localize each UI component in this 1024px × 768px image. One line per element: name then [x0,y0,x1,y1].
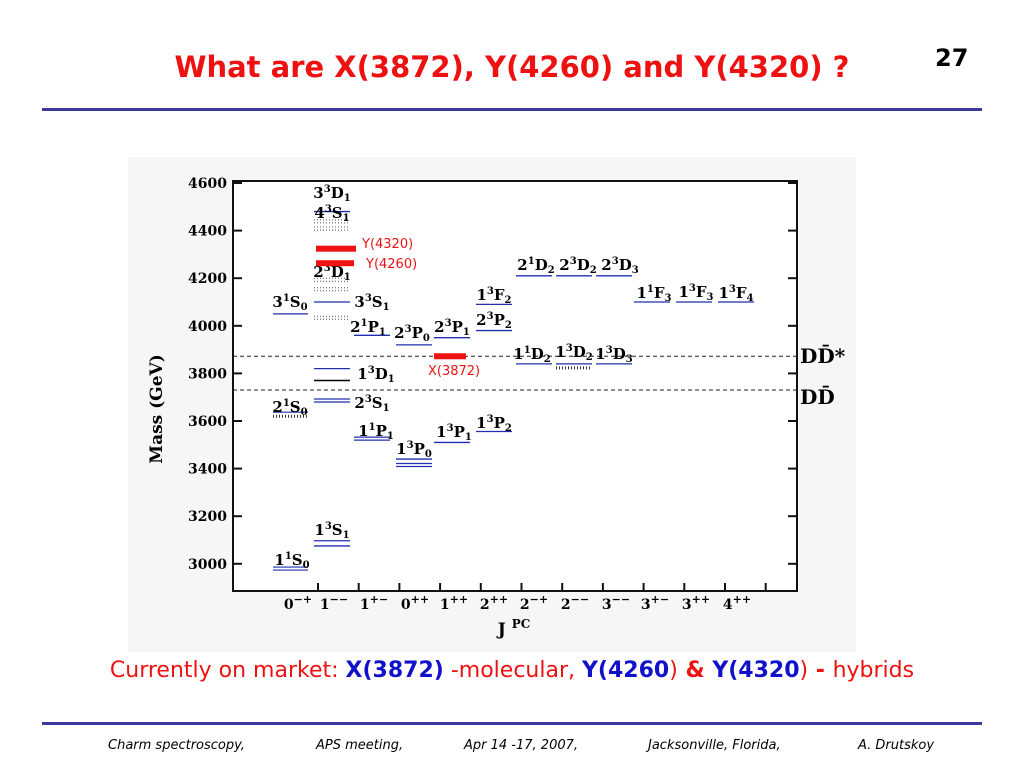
threshold-label: DD̄ [800,384,835,409]
top-divider [42,108,982,111]
footer-author: A. Drutskoy [858,738,934,753]
caption-dash: - [808,658,832,683]
y-tick-label: 3000 [188,557,227,573]
y-axis-label: Mass (GeV) [147,354,167,464]
exotic-level [434,353,466,359]
caption-molecular: -molecular, [444,658,582,683]
footer-meeting: APS meeting, [316,738,403,753]
caption-ampersand: & [678,658,713,683]
caption-x3872: X(3872) [346,658,444,683]
caption-y4320-close: ) [800,658,809,683]
footer-location: Jacksonville, Florida, [648,738,781,753]
footer-topic: Charm spectroscopy, [108,738,245,753]
exotic-label: Y(4320) [361,237,413,252]
y-tick-label: 3400 [188,462,227,478]
x-axis-label-main: J [496,620,506,640]
caption-hybrids: hybrids [833,658,915,683]
caption: Currently on market: X(3872) -molecular,… [0,658,1024,683]
bottom-divider [42,722,982,725]
caption-y4260-close: ) [669,658,678,683]
y-tick-label: 4400 [188,224,227,240]
y-tick-label: 3200 [188,509,227,525]
y-tick-label: 4600 [188,176,227,192]
exotic-level [316,260,354,266]
y-tick-label: 4200 [188,271,227,287]
caption-y4260: Y(4260 [582,658,669,683]
exotic-label: X(3872) [428,364,480,379]
caption-prefix: Currently on market: [110,658,346,683]
footer-date: Apr 14 -17, 2007, [464,738,578,753]
caption-y4320: Y(4320 [712,658,799,683]
slide-title: What are X(3872), Y(4260) and Y(4320) ? [0,50,1024,84]
y-tick-label: 3600 [188,414,227,430]
exotic-label: Y(4260) [365,257,417,272]
x-axis-label-sup: PC [512,617,531,631]
slide-number: 27 [935,44,968,72]
exotic-level [316,246,356,252]
threshold-label: DD̄* [800,343,846,368]
y-tick-label: 4000 [188,319,227,335]
y-tick-label: 3800 [188,366,227,382]
